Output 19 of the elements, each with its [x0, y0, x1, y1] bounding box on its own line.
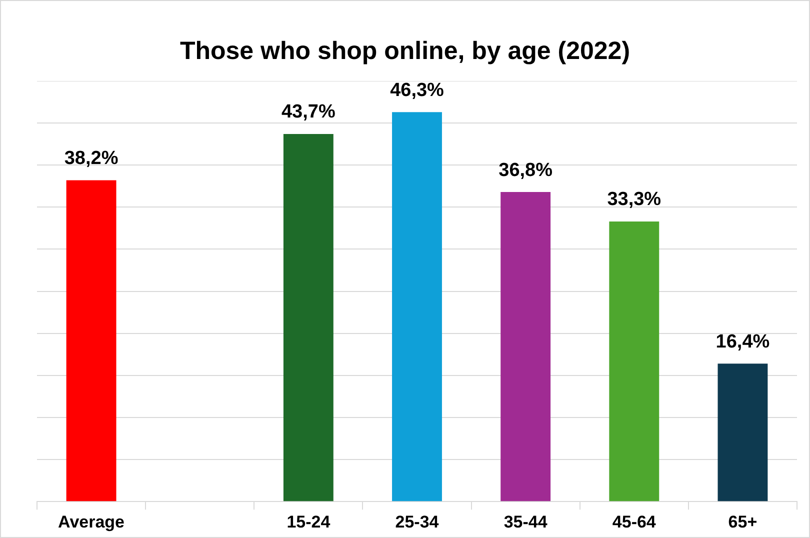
bar: [392, 112, 442, 502]
x-tick-label: 45-64: [612, 512, 656, 532]
bar: [66, 180, 116, 502]
x-tick-label: 25-34: [395, 512, 440, 532]
data-label: 38,2%: [64, 148, 118, 169]
x-tick-label: 65+: [728, 512, 758, 532]
x-tick-label: Average: [58, 512, 125, 532]
bar: [609, 221, 660, 502]
chart-title: Those who shop online, by age (2022): [178, 37, 632, 66]
x-tick-label: 35-44: [504, 512, 548, 532]
x-tick-label: 15-24: [286, 512, 331, 532]
bar: [283, 134, 334, 502]
bar: [500, 192, 551, 502]
data-label: 16,4%: [716, 331, 770, 352]
data-label: 43,7%: [281, 102, 336, 123]
bar: [718, 364, 768, 502]
data-label: 36,8%: [498, 160, 553, 181]
data-label: 33,3%: [607, 189, 662, 210]
data-label: 46,3%: [390, 80, 444, 101]
